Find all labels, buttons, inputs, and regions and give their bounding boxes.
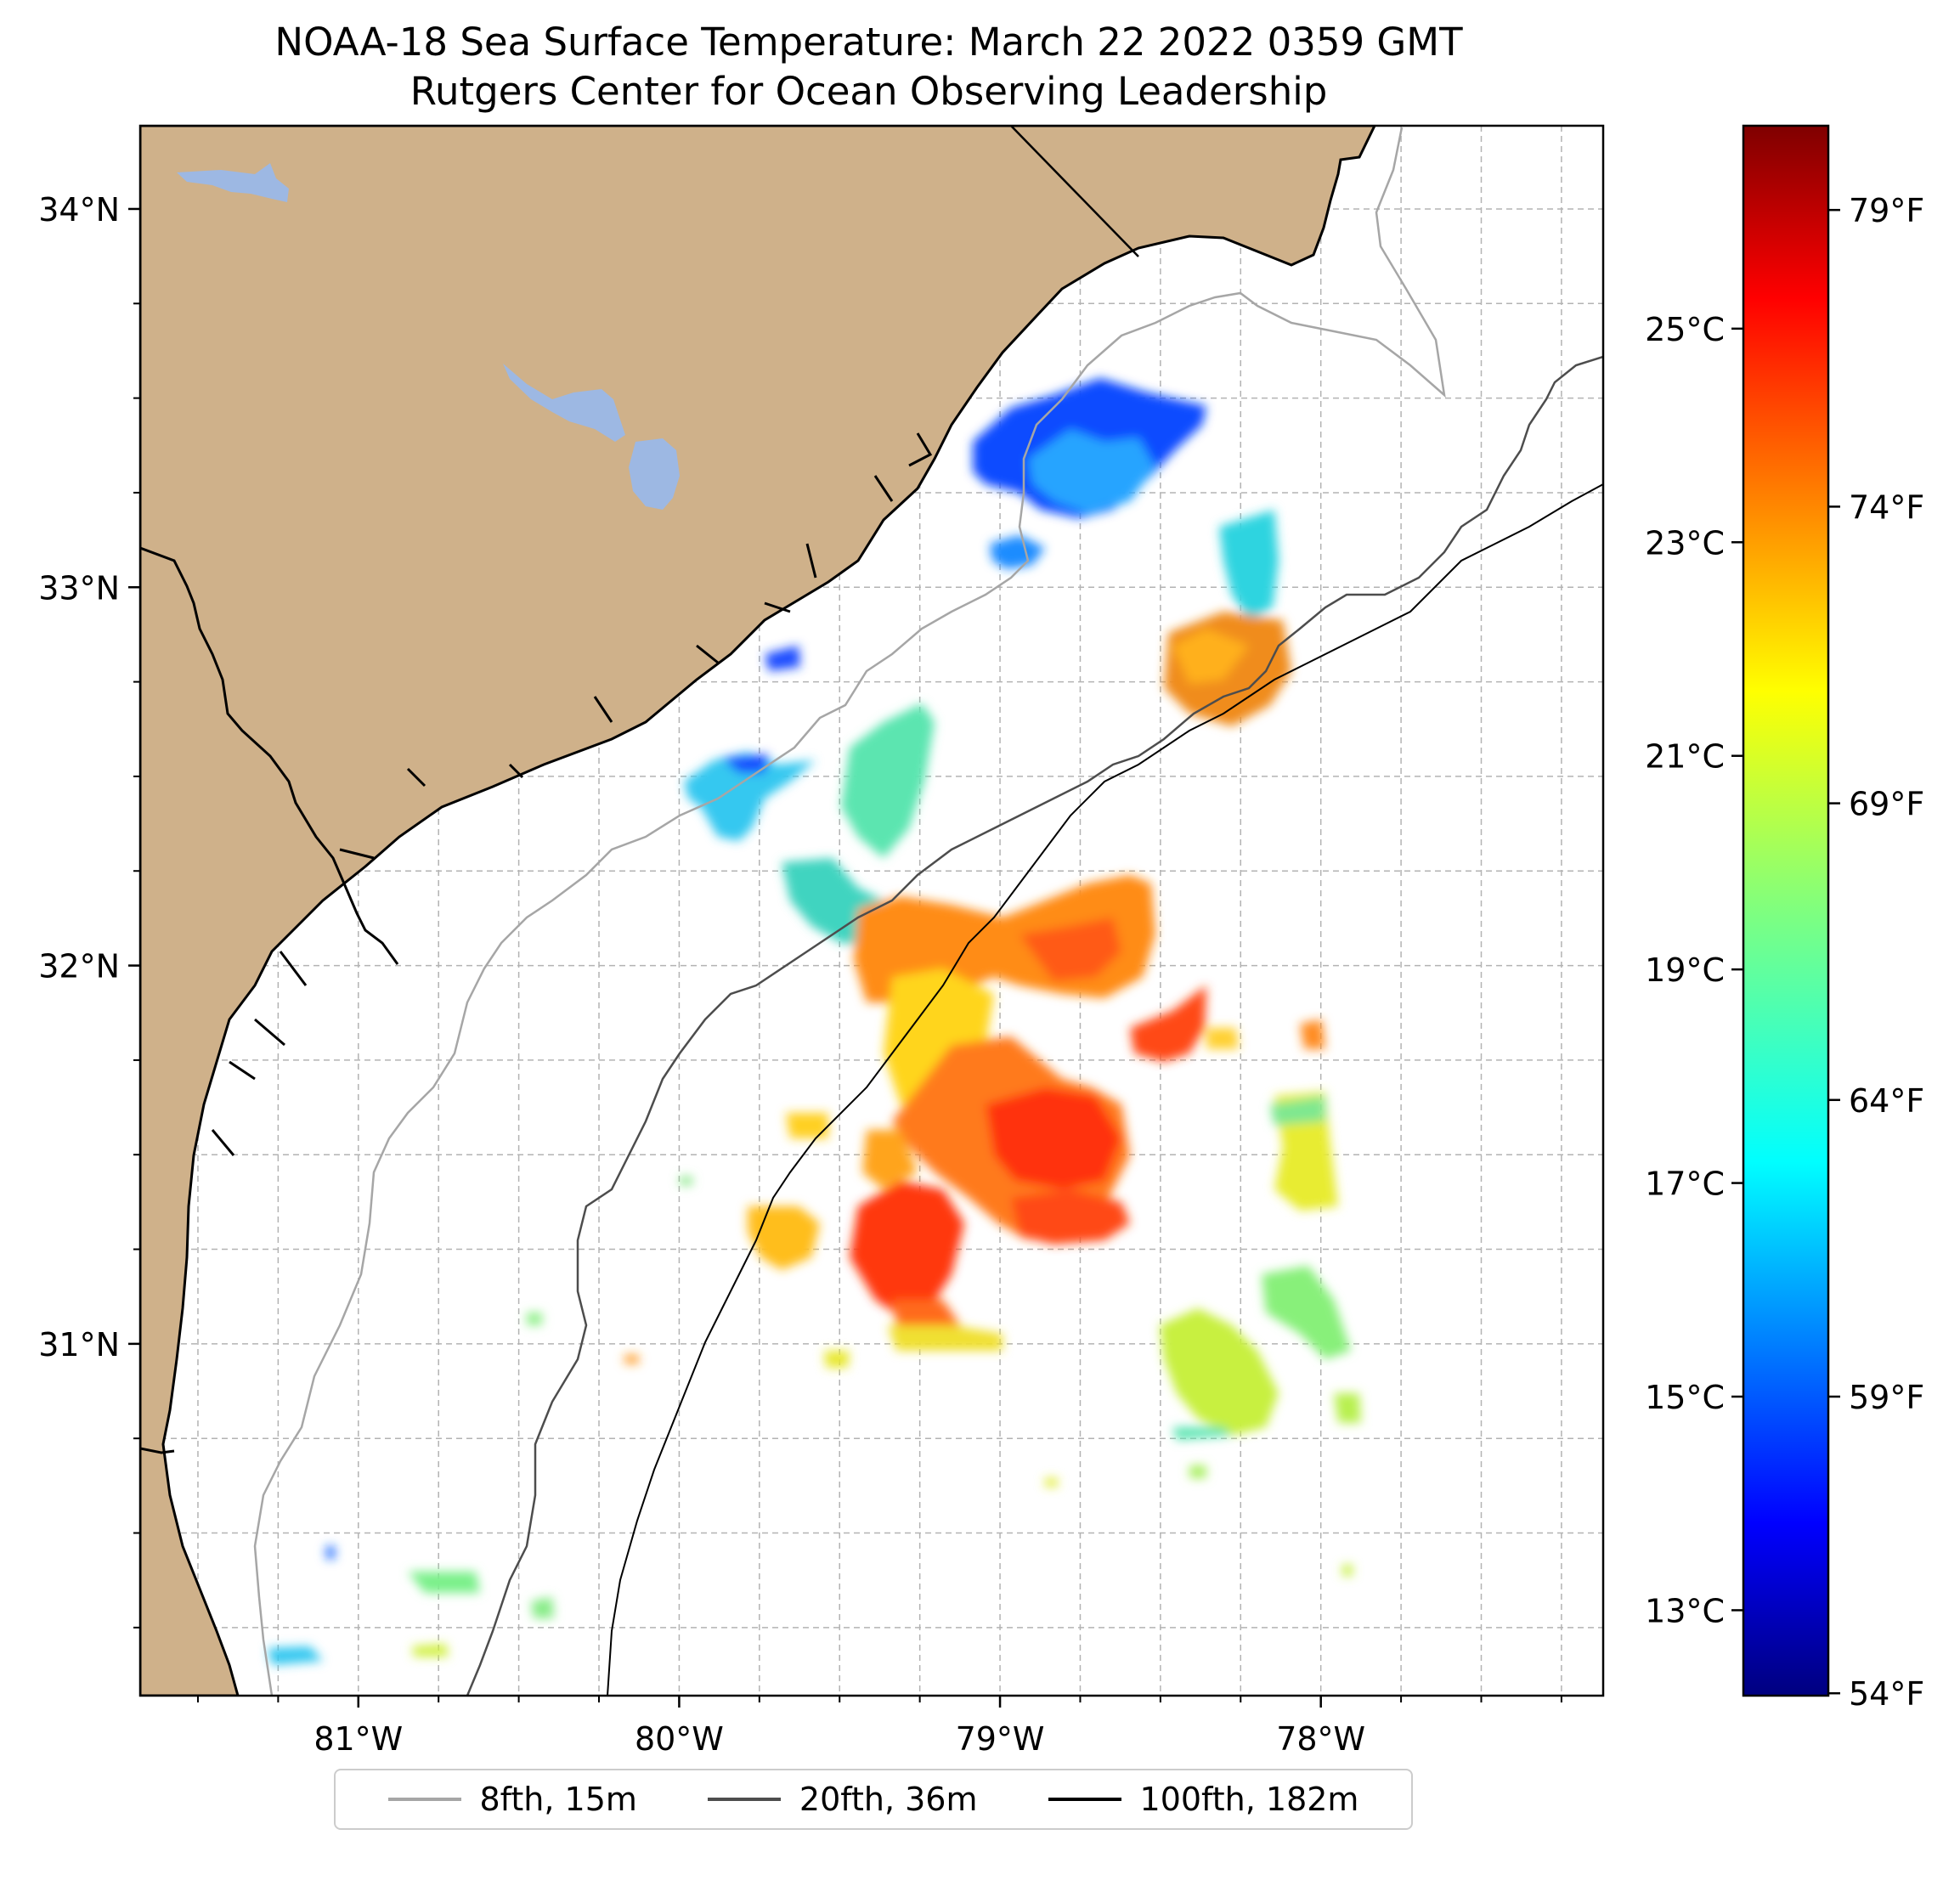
legend-item-20fth: 20fth, 36m	[707, 1781, 978, 1818]
isobath-20fth	[466, 355, 1603, 1696]
fahrenheit-tick-label: 74°F	[1849, 488, 1924, 526]
lake-north	[177, 163, 289, 202]
fahrenheit-tick-label: 69°F	[1849, 786, 1924, 823]
celsius-tick-label: 15°C	[1645, 1379, 1725, 1416]
lake-marion	[503, 364, 625, 442]
lon-tick-label: 78°W	[1276, 1720, 1365, 1758]
map-frame	[138, 124, 1605, 1697]
lake-moultrie	[629, 438, 680, 510]
fahrenheit-tick-label: 79°F	[1849, 192, 1924, 229]
legend-label-20fth: 20fth, 36m	[799, 1781, 978, 1818]
coastline-detail	[211, 432, 933, 1156]
lat-tick-label: 34°N	[38, 191, 120, 229]
gridlines	[140, 126, 1603, 1696]
legend-item-8fth: 8fth, 15m	[387, 1781, 637, 1818]
lat-tick-label: 32°N	[38, 948, 120, 985]
lat-tick-label: 33°N	[38, 569, 120, 607]
isobath-legend: 8fth, 15m 20fth, 36m 100fth, 182m	[334, 1769, 1413, 1830]
celsius-tick-label: 23°C	[1645, 524, 1725, 562]
land-mass	[140, 126, 1376, 1696]
lon-tick-label: 79°W	[956, 1720, 1045, 1758]
celsius-tick-label: 13°C	[1645, 1592, 1725, 1629]
celsius-tick-label: 21°C	[1645, 738, 1725, 776]
fahrenheit-tick-label: 54°F	[1849, 1675, 1924, 1713]
fahrenheit-tick-label: 64°F	[1849, 1082, 1924, 1120]
legend-swatch-100fth	[1048, 1798, 1121, 1801]
celsius-tick-label: 25°C	[1645, 311, 1725, 348]
colorbar-ticks: 25°C 23°C 21°C 19°C 17°C 15°C 13°C 79°F 74°F 69°F…	[1645, 192, 1924, 1713]
isobath-100fth	[607, 483, 1603, 1696]
chart-subtitle: Rutgers Center for Ocean Observing Leade…	[410, 69, 1328, 114]
legend-label-8fth: 8fth, 15m	[479, 1781, 637, 1818]
state-border-river	[140, 546, 399, 965]
state-border-south	[140, 1447, 175, 1454]
legend-swatch-20fth	[707, 1798, 781, 1801]
celsius-tick-label: 17°C	[1645, 1166, 1725, 1203]
legend-label-100fth: 100fth, 182m	[1139, 1781, 1359, 1818]
celsius-tick-label: 19°C	[1645, 951, 1725, 989]
lat-tick-label: 31°N	[38, 1326, 120, 1363]
lon-tick-label: 80°W	[635, 1720, 724, 1758]
isobath-8fth	[253, 127, 1446, 1696]
sst-patches	[268, 378, 1361, 1665]
state-border	[1010, 126, 1139, 257]
legend-swatch-8fth	[387, 1798, 461, 1801]
legend-item-100fth: 100fth, 182m	[1048, 1781, 1359, 1818]
chart-title: NOAA-18 Sea Surface Temperature: March 2…	[274, 20, 1463, 65]
fahrenheit-tick-label: 59°F	[1849, 1379, 1924, 1416]
map-axes: 81°W 80°W 79°W 78°W 34°N 33°N 32°N 31°N	[38, 191, 1562, 1758]
colorbar	[1742, 124, 1830, 1697]
lon-tick-label: 81°W	[313, 1720, 403, 1758]
